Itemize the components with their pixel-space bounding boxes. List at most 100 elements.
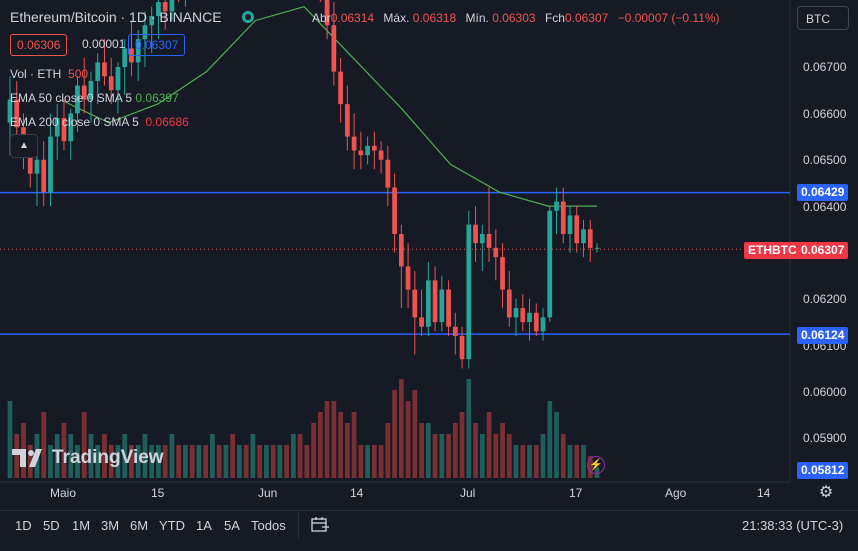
- timeframe-6m[interactable]: 6M: [130, 518, 149, 533]
- settings-gear-icon[interactable]: ⚙: [818, 484, 834, 501]
- upper-line-price-tag[interactable]: 0.06429: [797, 184, 849, 201]
- date-range-icon[interactable]: [310, 516, 330, 534]
- candle-body: [574, 215, 580, 244]
- price-tick: 0.05900: [803, 431, 847, 445]
- timeframe-all[interactable]: Todos: [251, 518, 286, 533]
- volume-bar: [102, 434, 107, 478]
- volume-bar: [7, 401, 13, 478]
- candle-body: [412, 289, 418, 318]
- volume-bar: [122, 434, 128, 478]
- currency-select[interactable]: BTC: [797, 6, 849, 30]
- candle-body: [493, 247, 499, 258]
- candle-body: [466, 224, 472, 360]
- candle-body: [486, 233, 492, 248]
- volume-legend-value: 500: [68, 67, 89, 81]
- time-tick: Jul: [460, 486, 476, 500]
- timeframe-1d[interactable]: 1D: [15, 518, 32, 533]
- candle-body: [135, 39, 141, 63]
- volume-bar: [135, 445, 141, 478]
- candle-body: [27, 155, 33, 174]
- candle-body: [473, 224, 478, 244]
- volume-bar: [351, 412, 357, 478]
- clock-readout[interactable]: 21:38:33 (UTC-3): [742, 518, 844, 533]
- volume-bar: [48, 445, 53, 478]
- volume-bar: [297, 434, 303, 478]
- volume-bar: [250, 434, 256, 478]
- volume-bar: [277, 445, 283, 478]
- ema50-legend[interactable]: EMA 50 close 0 SMA 5 0.06397: [10, 91, 179, 105]
- tradingview-logo: TradingView: [12, 447, 164, 469]
- timeframe-ytd[interactable]: YTD: [159, 518, 185, 533]
- timeframe-5a[interactable]: 5A: [224, 518, 240, 533]
- volume-bar: [54, 434, 60, 478]
- volume-bar: [169, 434, 175, 478]
- candle-body: [385, 159, 391, 188]
- candle-body: [547, 210, 553, 318]
- volume-bar: [189, 445, 195, 478]
- open-value: 0.06314: [330, 11, 375, 25]
- time-tick: 15: [151, 486, 165, 500]
- volume-bar: [547, 401, 553, 478]
- volume-bar: [493, 434, 499, 478]
- candle-body: [567, 215, 573, 234]
- currency-select-label: BTC: [806, 12, 830, 26]
- volume-bar: [243, 445, 249, 478]
- candle-body: [344, 104, 350, 137]
- volume-legend[interactable]: Vol · ETH 500: [10, 67, 88, 81]
- calendar-icon: [311, 517, 329, 532]
- volume-bar: [459, 412, 465, 478]
- candle-body: [533, 312, 539, 332]
- candle-body: [581, 229, 586, 244]
- buy-price-button[interactable]: 0.06307: [128, 34, 186, 56]
- ema50-line: [59, 6, 597, 207]
- volume-bar: [338, 412, 343, 478]
- volume-bar: [533, 445, 539, 478]
- volume-bar: [203, 445, 209, 478]
- volume-bar: [527, 445, 532, 478]
- timeframe-3m[interactable]: 3M: [101, 518, 120, 533]
- volume-bar: [210, 434, 215, 478]
- low-label: Mín.: [465, 11, 489, 25]
- timeframe-5d[interactable]: 5D: [43, 518, 60, 533]
- candle-body: [14, 99, 20, 128]
- ema200-legend[interactable]: EMA 200 close 0 SMA 5 0.06686: [10, 115, 189, 129]
- volume-bar: [156, 445, 161, 478]
- time-tick: 14: [757, 486, 771, 500]
- candle-body: [142, 25, 148, 40]
- candle-body: [75, 85, 80, 114]
- candle-body: [513, 308, 519, 318]
- candle-body: [425, 280, 431, 327]
- tradingview-logo-text: TradingView: [52, 447, 164, 468]
- volume-bar: [574, 445, 580, 478]
- volume-bar: [412, 390, 418, 478]
- timeframe-1m[interactable]: 1M: [72, 518, 91, 533]
- lightning-icon[interactable]: ⚡: [587, 456, 605, 474]
- candle-body: [527, 312, 532, 323]
- volume-bar: [230, 434, 236, 478]
- timeframe-1a[interactable]: 1A: [196, 518, 212, 533]
- volume-bar: [513, 445, 519, 478]
- volume-bar: [392, 390, 397, 478]
- candle-body: [560, 201, 566, 234]
- symbol-title[interactable]: Ethereum/Bitcoin · 1D · BINANCE: [10, 9, 222, 25]
- candle-body: [358, 150, 364, 156]
- volume-bar: [500, 423, 505, 478]
- volume-bar: [331, 401, 337, 478]
- candle-body: [392, 187, 397, 234]
- volume-bar: [419, 423, 424, 478]
- sell-price-button[interactable]: 0.06306: [10, 34, 68, 56]
- time-tick: Jun: [258, 486, 278, 500]
- collapse-legend-button[interactable]: ▲: [10, 134, 38, 158]
- candle-body: [169, 0, 175, 12]
- candle-body: [324, 0, 330, 26]
- candle-body: [506, 289, 512, 318]
- volume-bar: [446, 434, 451, 478]
- candle-body: [452, 326, 458, 336]
- volume-bar: [27, 445, 33, 478]
- volume-bar: [142, 434, 148, 478]
- candle-body: [54, 118, 60, 137]
- lower-line-price-tag[interactable]: 0.06124: [797, 327, 849, 344]
- candle-body: [41, 159, 47, 193]
- volume-bar: [344, 423, 350, 478]
